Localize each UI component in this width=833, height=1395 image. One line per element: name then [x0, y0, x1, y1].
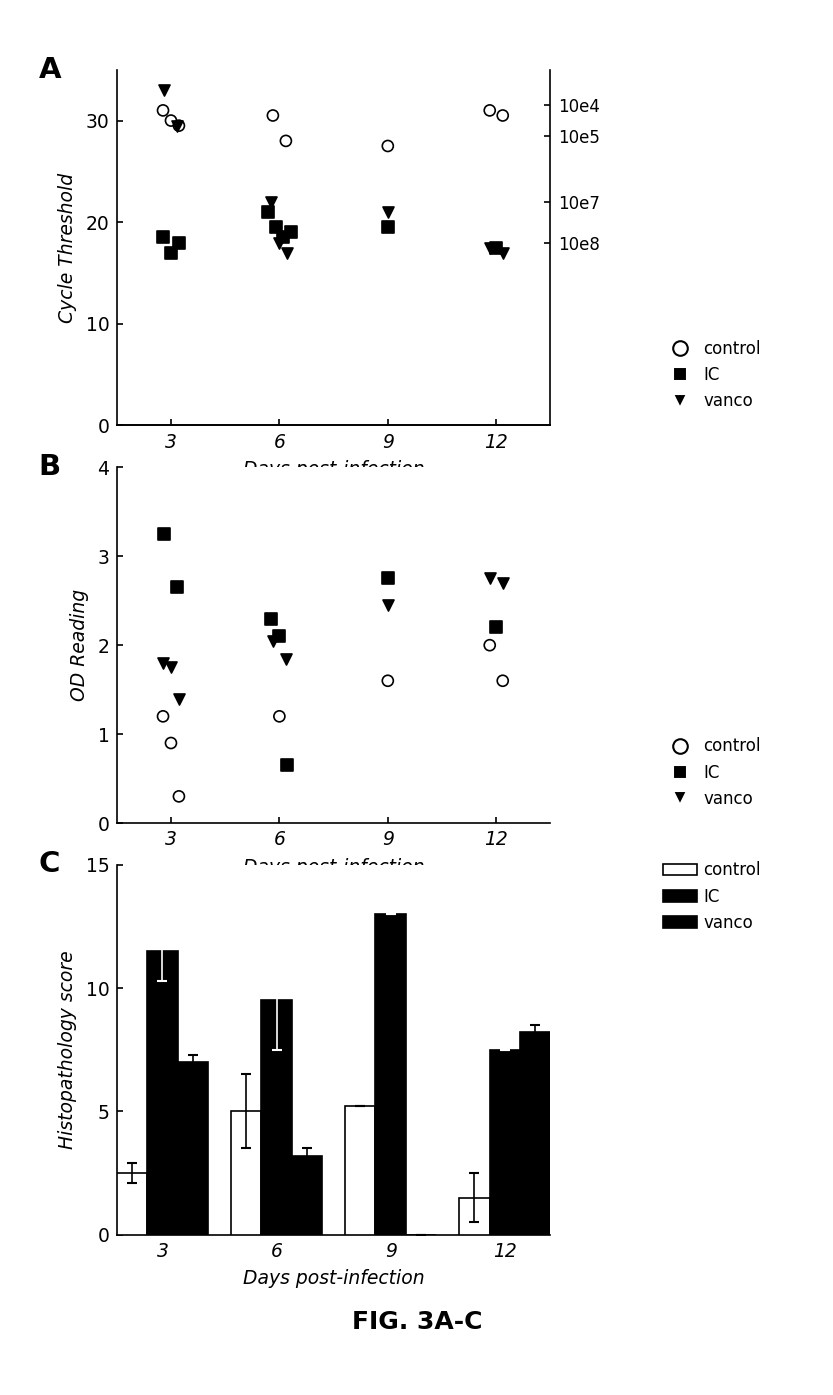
Text: B: B [38, 453, 61, 481]
Point [269, 216, 282, 239]
Point [381, 594, 394, 617]
Point [489, 236, 502, 259]
Bar [147, 951, 177, 1235]
Bar [345, 1106, 375, 1235]
Text: C: C [38, 850, 60, 877]
Point [164, 241, 177, 264]
Point [281, 241, 294, 264]
Point [381, 568, 394, 590]
Point [496, 105, 509, 127]
Point [172, 114, 186, 137]
Point [157, 523, 171, 545]
Point [281, 755, 294, 777]
Point [482, 236, 496, 259]
Point [279, 130, 292, 152]
Point [172, 785, 186, 808]
Point [381, 216, 394, 239]
Point [272, 706, 286, 728]
Point [482, 633, 496, 657]
Bar [292, 1155, 322, 1235]
Point [172, 232, 186, 254]
Text: FIG. 3A-C: FIG. 3A-C [352, 1310, 481, 1335]
Point [264, 607, 277, 629]
Point [172, 688, 186, 710]
Text: A: A [38, 56, 61, 84]
Point [156, 706, 169, 728]
Point [266, 629, 279, 651]
Point [381, 201, 394, 223]
Legend: control, IC, vanco: control, IC, vanco [656, 731, 766, 815]
X-axis label: Days post-infection: Days post-infection [242, 858, 424, 876]
X-axis label: Days post-infection: Days post-infection [242, 460, 424, 478]
Point [164, 732, 177, 755]
Point [381, 135, 394, 158]
Point [264, 191, 277, 213]
Bar [177, 1062, 207, 1235]
Point [171, 576, 184, 598]
Bar [489, 1049, 520, 1235]
Point [156, 226, 169, 248]
Y-axis label: Cycle Threshold: Cycle Threshold [58, 173, 77, 322]
Point [266, 105, 279, 127]
Point [482, 568, 496, 590]
Point [272, 625, 286, 647]
Point [171, 114, 184, 137]
Y-axis label: OD Reading: OD Reading [70, 589, 89, 702]
Point [157, 80, 171, 102]
Bar [375, 914, 406, 1235]
Point [261, 201, 274, 223]
Legend: control, IC, vanco: control, IC, vanco [656, 333, 766, 417]
Point [381, 670, 394, 692]
Point [164, 656, 177, 678]
Y-axis label: Histopathology score: Histopathology score [58, 950, 77, 1149]
Bar [520, 1032, 550, 1235]
Point [164, 109, 177, 131]
Bar [231, 1112, 261, 1235]
Point [279, 647, 292, 670]
Point [489, 617, 502, 639]
Bar [117, 1173, 147, 1235]
Bar [261, 1000, 292, 1235]
Point [284, 222, 297, 244]
Point [496, 241, 509, 264]
Point [482, 99, 496, 121]
Bar [459, 1197, 489, 1235]
Point [276, 226, 289, 248]
Point [156, 99, 169, 121]
Point [272, 232, 286, 254]
Point [496, 670, 509, 692]
Point [156, 651, 169, 674]
Point [496, 572, 509, 594]
Legend: control, IC, vanco: control, IC, vanco [656, 855, 766, 939]
X-axis label: Days post-infection: Days post-infection [242, 1269, 424, 1288]
